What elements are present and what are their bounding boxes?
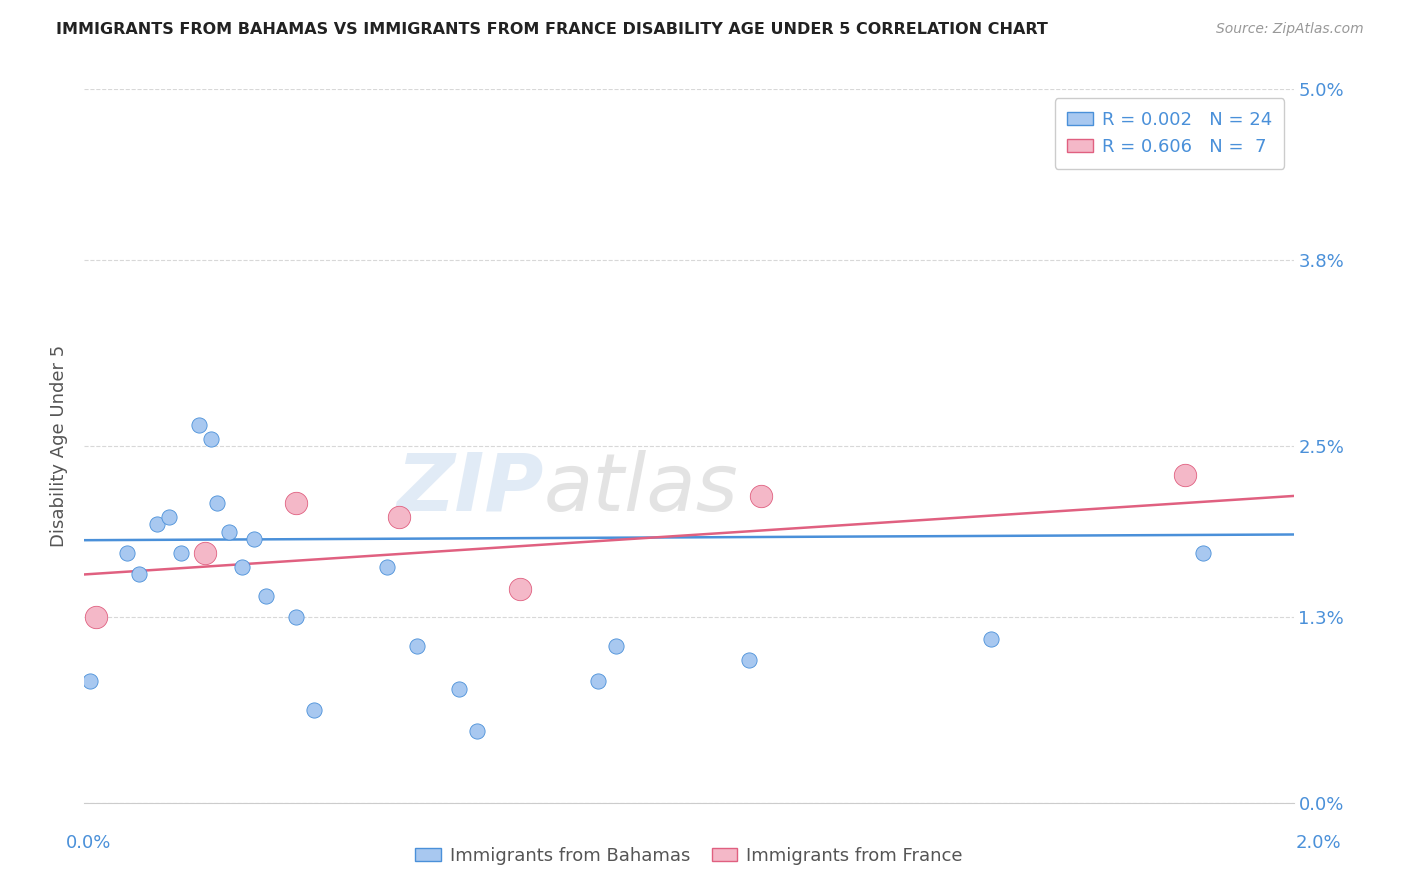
Point: [302, 703, 325, 717]
Point: [751, 489, 773, 503]
Point: [194, 546, 217, 560]
Point: [157, 510, 180, 524]
Text: ZIP: ZIP: [396, 450, 544, 528]
Point: [146, 517, 169, 532]
Legend: Immigrants from Bahamas, Immigrants from France: Immigrants from Bahamas, Immigrants from…: [408, 840, 970, 872]
Point: [284, 610, 308, 624]
Point: [509, 582, 531, 596]
Text: atlas: atlas: [544, 450, 738, 528]
Point: [605, 639, 627, 653]
Point: [128, 567, 150, 582]
Point: [738, 653, 761, 667]
Point: [588, 674, 610, 689]
Point: [375, 560, 398, 574]
Point: [188, 417, 211, 432]
Text: 0.0%: 0.0%: [66, 834, 111, 852]
Text: 2.0%: 2.0%: [1296, 834, 1341, 852]
Point: [231, 560, 253, 574]
Point: [200, 432, 222, 446]
Point: [170, 546, 193, 560]
Point: [284, 496, 308, 510]
Text: Source: ZipAtlas.com: Source: ZipAtlas.com: [1216, 22, 1364, 37]
Point: [79, 674, 101, 689]
Point: [242, 532, 264, 546]
Text: IMMIGRANTS FROM BAHAMAS VS IMMIGRANTS FROM FRANCE DISABILITY AGE UNDER 5 CORRELA: IMMIGRANTS FROM BAHAMAS VS IMMIGRANTS FR…: [56, 22, 1047, 37]
Point: [1192, 546, 1215, 560]
Point: [86, 610, 108, 624]
Point: [467, 724, 489, 739]
Point: [980, 632, 1002, 646]
Point: [207, 496, 229, 510]
Point: [388, 510, 411, 524]
Point: [449, 681, 471, 696]
Y-axis label: Disability Age Under 5: Disability Age Under 5: [49, 345, 67, 547]
Point: [254, 589, 277, 603]
Point: [1174, 467, 1197, 482]
Point: [406, 639, 429, 653]
Point: [115, 546, 138, 560]
Point: [218, 524, 240, 539]
